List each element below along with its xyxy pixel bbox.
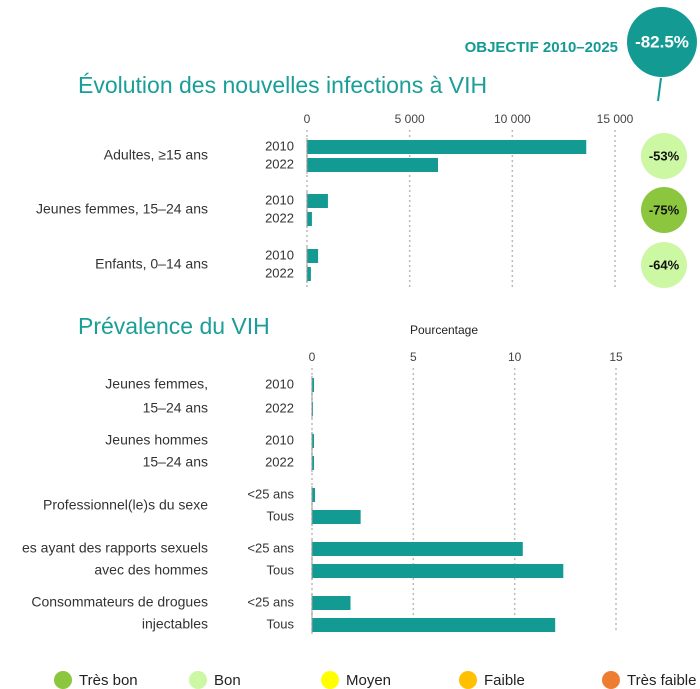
badge-label: -53% bbox=[649, 148, 680, 163]
legend-label: Faible bbox=[484, 672, 525, 689]
bar bbox=[307, 140, 587, 154]
bar bbox=[312, 456, 315, 470]
group-label: Adultes, ≥15 ans bbox=[104, 147, 208, 163]
row-label: 2010 bbox=[265, 247, 294, 262]
badge-label: -64% bbox=[649, 257, 680, 272]
legend-label: Bon bbox=[214, 672, 241, 689]
group-label: Jeunes femmes, bbox=[105, 376, 208, 392]
x-tick-label: 0 bbox=[309, 350, 316, 364]
row-label: 2022 bbox=[265, 210, 294, 225]
group-label: Professionnel(le)s du sexe bbox=[43, 497, 208, 513]
bar bbox=[307, 194, 328, 208]
row-label: 2022 bbox=[265, 156, 294, 171]
bar bbox=[307, 267, 311, 281]
objective-pointer bbox=[657, 77, 662, 102]
x-axis-label: Pourcentage bbox=[410, 323, 478, 337]
bar bbox=[312, 510, 361, 524]
legend-swatch bbox=[54, 671, 72, 689]
legend-swatch bbox=[459, 671, 477, 689]
row-label: <25 ans bbox=[247, 486, 294, 501]
group-label: avec des hommes bbox=[94, 562, 208, 578]
bar bbox=[312, 596, 351, 610]
legend-label: Très faible bbox=[627, 672, 696, 689]
row-label: 2022 bbox=[265, 454, 294, 469]
group-label: Enfants, 0–14 ans bbox=[95, 256, 208, 272]
bar bbox=[307, 158, 439, 172]
row-label: 2010 bbox=[265, 376, 294, 391]
badge bbox=[641, 242, 687, 288]
x-tick-label: 5 bbox=[410, 350, 417, 364]
bar bbox=[312, 542, 523, 556]
x-tick-label: 15 bbox=[609, 350, 623, 364]
row-label: Tous bbox=[267, 562, 295, 577]
row-label: 2022 bbox=[265, 400, 294, 415]
objective-label: OBJECTIF 2010–2025 bbox=[465, 39, 618, 56]
row-label: 2010 bbox=[265, 432, 294, 447]
legend-label: Très bon bbox=[79, 672, 138, 689]
x-tick-label: 10 000 bbox=[494, 112, 531, 126]
bar bbox=[312, 564, 564, 578]
row-label: Tous bbox=[267, 616, 295, 631]
x-tick-label: 10 bbox=[508, 350, 522, 364]
x-tick-label: 0 bbox=[304, 112, 311, 126]
row-label: <25 ans bbox=[247, 594, 294, 609]
group-label: Jeunes hommes bbox=[105, 432, 208, 448]
badge bbox=[641, 133, 687, 179]
legend-label: Moyen bbox=[346, 672, 391, 689]
x-tick-label: 15 000 bbox=[597, 112, 634, 126]
x-tick-label: 5 000 bbox=[395, 112, 425, 126]
group-label: 15–24 ans bbox=[143, 400, 208, 416]
row-label: 2010 bbox=[265, 138, 294, 153]
group-label: injectables bbox=[142, 616, 208, 632]
badge-label: -75% bbox=[649, 202, 680, 217]
row-label: 2010 bbox=[265, 192, 294, 207]
legend-swatch bbox=[602, 671, 620, 689]
row-label: Tous bbox=[267, 508, 295, 523]
bar bbox=[307, 249, 319, 263]
chart-title: Évolution des nouvelles infections à VIH bbox=[78, 72, 487, 98]
bar bbox=[312, 488, 316, 502]
bar bbox=[312, 434, 315, 448]
legend-swatch bbox=[321, 671, 339, 689]
bar bbox=[307, 212, 312, 226]
badge bbox=[641, 187, 687, 233]
objective-value: -82.5% bbox=[635, 32, 689, 51]
legend-swatch bbox=[189, 671, 207, 689]
group-label: Consommateurs de drogues bbox=[31, 594, 208, 610]
bar bbox=[312, 618, 556, 632]
group-label: es ayant des rapports sexuels bbox=[22, 540, 208, 556]
bar bbox=[312, 402, 314, 416]
objective-circle bbox=[627, 7, 697, 77]
bar bbox=[312, 378, 315, 392]
group-label: 15–24 ans bbox=[143, 454, 208, 470]
group-label: Jeunes femmes, 15–24 ans bbox=[36, 201, 208, 217]
row-label: 2022 bbox=[265, 265, 294, 280]
chart-title: Prévalence du VIH bbox=[78, 313, 270, 339]
row-label: <25 ans bbox=[247, 540, 294, 555]
